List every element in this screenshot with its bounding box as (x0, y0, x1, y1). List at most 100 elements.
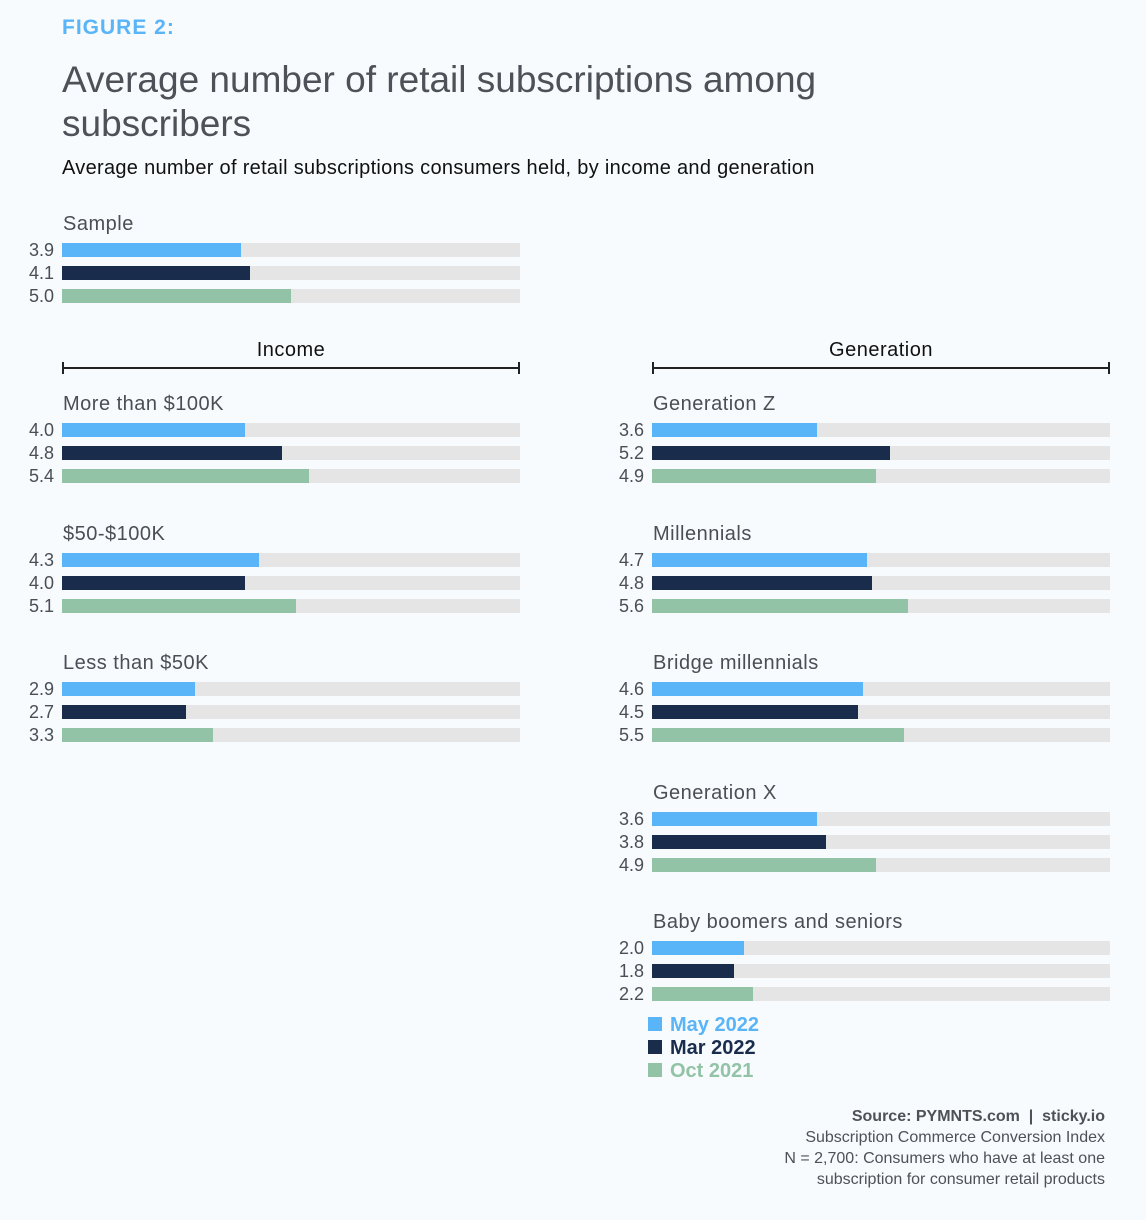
bar-oct-2021 (652, 858, 877, 872)
group-label-generation-x: Generation X (653, 782, 777, 804)
bar-mar-2022 (652, 835, 827, 849)
section-header-generation: Generation (829, 339, 933, 361)
bar-track (62, 289, 520, 303)
bar-oct-2021 (652, 599, 909, 613)
figure-label: FIGURE 2: (62, 16, 175, 39)
legend-swatch (648, 1040, 662, 1054)
group-label-baby-boomers-and-seniors: Baby boomers and seniors (653, 911, 903, 933)
legend-label: May 2022 (670, 1014, 759, 1036)
chart-subtitle: Average number of retail subscriptions c… (62, 157, 815, 179)
bar-track (652, 987, 1110, 1001)
bar-track (62, 599, 520, 613)
data-label: 4.8 (618, 573, 644, 593)
bar-may-2022 (652, 423, 817, 437)
data-label: 4.9 (618, 466, 644, 486)
bar-mar-2022 (652, 964, 735, 978)
bar-oct-2021 (62, 289, 291, 303)
bar-may-2022 (652, 812, 817, 826)
bar-track (62, 446, 520, 460)
data-label: 4.0 (28, 573, 54, 593)
bar-track (652, 835, 1110, 849)
bar-oct-2021 (62, 469, 310, 483)
bar-track (62, 728, 520, 742)
data-label: 5.0 (28, 286, 54, 306)
data-label: 4.3 (28, 550, 54, 570)
bar-track (652, 941, 1110, 955)
data-label: 3.6 (618, 420, 644, 440)
legend-item-mar-2022: Mar 2022 (648, 1037, 756, 1059)
group-label-less-than-50k: Less than $50K (63, 652, 209, 674)
data-label: 4.9 (618, 855, 644, 875)
group-label-generation-z: Generation Z (653, 393, 776, 415)
source-index: Subscription Commerce Conversion Index (805, 1129, 1105, 1146)
bar-track (62, 705, 520, 719)
group-label-millennials: Millennials (653, 523, 752, 545)
bar-may-2022 (62, 682, 195, 696)
bar-oct-2021 (62, 728, 214, 742)
bar-track (62, 243, 520, 257)
data-label: 4.1 (28, 263, 54, 283)
section-bracket (652, 362, 1110, 374)
group-label-50-100k: $50-$100K (63, 523, 166, 545)
bar-may-2022 (652, 941, 744, 955)
group-label-more-than-100k: More than $100K (63, 393, 224, 415)
bar-track (652, 469, 1110, 483)
legend-label: Mar 2022 (670, 1037, 756, 1059)
bar-may-2022 (62, 423, 246, 437)
bar-track (652, 576, 1110, 590)
bar-mar-2022 (62, 576, 246, 590)
data-label: 3.3 (28, 725, 54, 745)
data-label: 3.6 (618, 809, 644, 829)
data-label: 2.9 (28, 679, 54, 699)
data-label: 5.6 (618, 596, 644, 616)
bar-may-2022 (62, 243, 241, 257)
legend-label: Oct 2021 (670, 1060, 754, 1082)
bar-track (652, 964, 1110, 978)
bar-mar-2022 (62, 446, 282, 460)
bar-mar-2022 (652, 576, 872, 590)
data-label: 5.2 (618, 443, 644, 463)
bar-mar-2022 (62, 705, 186, 719)
bar-track (652, 812, 1110, 826)
bar-may-2022 (652, 553, 868, 567)
bar-may-2022 (652, 682, 863, 696)
data-label: 4.6 (618, 679, 644, 699)
bar-track (652, 599, 1110, 613)
bar-may-2022 (62, 553, 259, 567)
bar-track (62, 553, 520, 567)
bar-oct-2021 (62, 599, 296, 613)
bar-track (652, 705, 1110, 719)
section-bracket (62, 362, 520, 374)
bar-track (62, 423, 520, 437)
data-label: 3.8 (618, 832, 644, 852)
data-label: 5.4 (28, 466, 54, 486)
bar-track (652, 553, 1110, 567)
chart-title: Average number of retail subscriptions a… (62, 59, 817, 144)
data-label: 4.5 (618, 702, 644, 722)
legend-item-may-2022: May 2022 (648, 1014, 759, 1036)
source-line: Source: PYMNTS.com | sticky.io (851, 1108, 1105, 1125)
bar-mar-2022 (652, 446, 891, 460)
bar-track (62, 266, 520, 280)
bar-track (652, 728, 1110, 742)
data-label: 2.7 (28, 702, 54, 722)
sample-note: N = 2,700: Consumers who have at least o… (784, 1150, 1105, 1167)
legend-item-oct-2021: Oct 2021 (648, 1060, 753, 1082)
bar-mar-2022 (62, 266, 250, 280)
legend-swatch (648, 1063, 662, 1077)
group-label-bridge-millennials: Bridge millennials (653, 652, 819, 674)
legend-swatch (648, 1017, 662, 1031)
data-label: 4.8 (28, 443, 54, 463)
data-label: 4.0 (28, 420, 54, 440)
bar-track (62, 576, 520, 590)
data-label: 1.8 (618, 961, 644, 981)
bar-oct-2021 (652, 728, 904, 742)
bar-track (62, 469, 520, 483)
data-label: 4.7 (618, 550, 644, 570)
data-label: 3.9 (28, 240, 54, 260)
group-label-sample: Sample (63, 213, 134, 235)
sample-note-cont: subscription for consumer retail product… (816, 1171, 1105, 1188)
bar-track (652, 682, 1110, 696)
data-label: 2.0 (618, 938, 644, 958)
bar-track (652, 858, 1110, 872)
